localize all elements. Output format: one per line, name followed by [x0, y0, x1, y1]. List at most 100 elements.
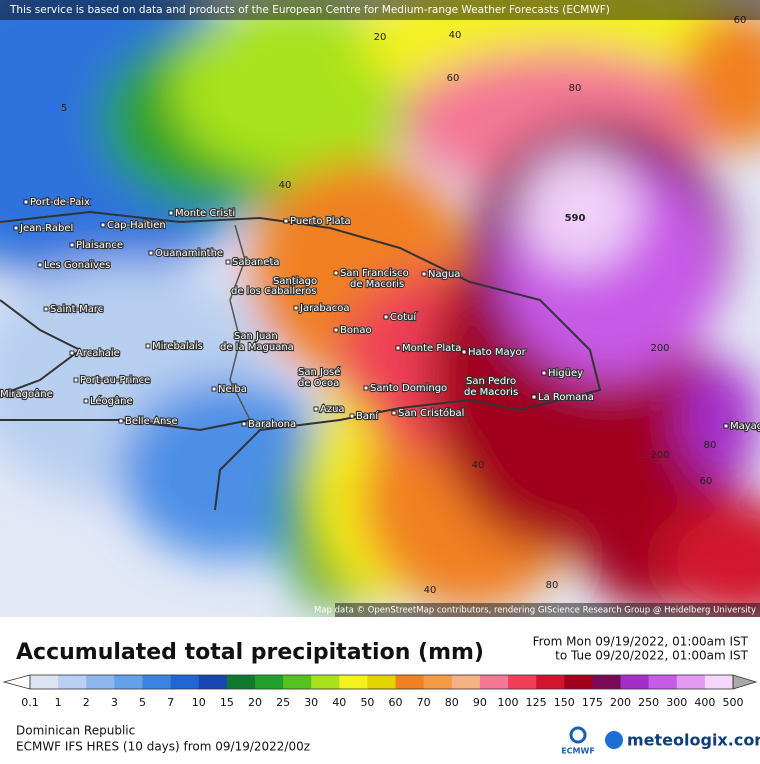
- region: Dominican Republic: [16, 724, 135, 738]
- colorbar-label: 500: [723, 696, 744, 709]
- place-marker: [293, 305, 299, 311]
- place-label: San Juan: [234, 331, 278, 342]
- colorbar-cell: [620, 675, 650, 689]
- meteologix-icon: [605, 731, 623, 749]
- colorbar-label: 20: [248, 696, 262, 709]
- place-marker: [69, 350, 75, 356]
- contour-label: 40: [279, 180, 292, 191]
- place-label: Barahona: [248, 419, 296, 430]
- place-marker: [69, 242, 75, 248]
- period-from: From Mon 09/19/2022, 01:00am IST: [533, 635, 749, 649]
- place-marker: [349, 413, 355, 419]
- colorbar-label: 40: [332, 696, 346, 709]
- contour-label: 60: [700, 476, 713, 487]
- colorbar-label: 250: [638, 696, 659, 709]
- place-marker: [391, 410, 397, 416]
- colorbar-label: 5: [139, 696, 146, 709]
- contour-label: 40: [449, 30, 462, 41]
- place-marker: [723, 423, 729, 429]
- place-marker: [145, 343, 151, 349]
- place-label: Saint-Marc: [50, 304, 103, 315]
- place-label: San Cristóbal: [398, 407, 464, 419]
- place-label: Baní: [356, 410, 379, 422]
- place-marker: [421, 271, 427, 277]
- place-label: Higüey: [548, 368, 583, 379]
- period-to: to Tue 09/20/2022, 01:00am IST: [555, 649, 749, 663]
- colorbar-cell: [283, 675, 312, 689]
- colorbar-frame: [29, 674, 734, 690]
- colorbar-label: 15: [220, 696, 234, 709]
- place-marker: [100, 222, 106, 228]
- meteologix-logo: meteologix.com: [627, 731, 760, 750]
- colorbar-cell: [142, 675, 172, 689]
- place-label: Ouanaminthe: [155, 248, 223, 259]
- colorbar-arrow: [2, 674, 31, 690]
- place-marker: [73, 377, 79, 383]
- place-marker: [168, 210, 174, 216]
- ecmwf-icon: [569, 726, 587, 744]
- place-marker: [541, 370, 547, 376]
- place-label: de Macoris: [350, 279, 404, 290]
- place-label: Santiago: [273, 276, 317, 287]
- attribution: Map data © OpenStreetMap contributors, r…: [314, 606, 756, 616]
- colorbar-label: 50: [360, 696, 374, 709]
- place-label: Port-de-Paix: [30, 197, 90, 208]
- colorbar-label: 80: [445, 696, 459, 709]
- place-label: Plaisance: [76, 240, 123, 251]
- place-marker: [531, 394, 537, 400]
- attribution-strip: [335, 603, 760, 617]
- place-label: de Ocoa: [298, 378, 339, 389]
- place-marker: [148, 250, 154, 256]
- colorbar-cell: [367, 675, 397, 689]
- colorbar-cell: [592, 675, 622, 689]
- place-marker: [395, 345, 401, 351]
- colorbar-cell: [508, 675, 537, 689]
- place-marker: [333, 327, 339, 333]
- colorbar-label: 30: [304, 696, 318, 709]
- colorbar-cell: [423, 675, 453, 689]
- colorbar-cell: [339, 675, 368, 689]
- colorbar-label: 100: [498, 696, 519, 709]
- place-marker: [37, 262, 43, 268]
- place-marker: [83, 398, 89, 404]
- place-marker: [118, 418, 124, 424]
- colorbar-cell: [536, 675, 565, 689]
- colorbar-cell: [395, 675, 425, 689]
- border: [229, 224, 251, 421]
- place-label: Les Gonaïves: [44, 260, 110, 271]
- ecmwf-logo: ECMWF: [561, 747, 595, 756]
- place-label: Bonao: [340, 325, 372, 336]
- place-marker: [241, 421, 247, 427]
- place-label: Jean-Rabel: [19, 223, 73, 234]
- header-strip: [0, 0, 760, 20]
- colorbar-arrow: [732, 674, 758, 690]
- colorbar-label: 25: [276, 696, 290, 709]
- place-marker: [363, 385, 369, 391]
- place-label: de Macoris: [464, 387, 518, 398]
- colorbar-cell: [254, 675, 284, 689]
- place-marker: [211, 386, 217, 392]
- coastline: [0, 210, 602, 511]
- place-marker: [43, 306, 49, 312]
- colorbar-cell: [30, 675, 59, 689]
- colorbar-cell: [226, 675, 256, 689]
- place-label: Jarabacoa: [299, 303, 350, 314]
- contour-label: 20: [374, 32, 387, 43]
- contour-label: 590: [565, 213, 586, 224]
- contour-label: 200: [650, 450, 669, 461]
- header-notice: This service is based on data and produc…: [9, 4, 610, 16]
- place-label: San Pedro: [466, 376, 516, 387]
- colorbar-cell: [451, 675, 481, 689]
- colorbar-label: 2: [83, 696, 90, 709]
- legend-title: Accumulated total precipitation (mm): [16, 640, 484, 665]
- place-label: Mirebalais: [152, 341, 203, 352]
- colorbar-cell: [311, 675, 340, 689]
- colorbar-cell: [114, 675, 143, 689]
- colorbar-label: 400: [694, 696, 715, 709]
- place-label: Belle-Anse: [125, 416, 178, 427]
- colorbar-cell: [198, 675, 228, 689]
- place-label: Nagua: [428, 269, 460, 280]
- place-label: La Romana: [538, 392, 594, 403]
- place-label: Cotuí: [390, 311, 417, 323]
